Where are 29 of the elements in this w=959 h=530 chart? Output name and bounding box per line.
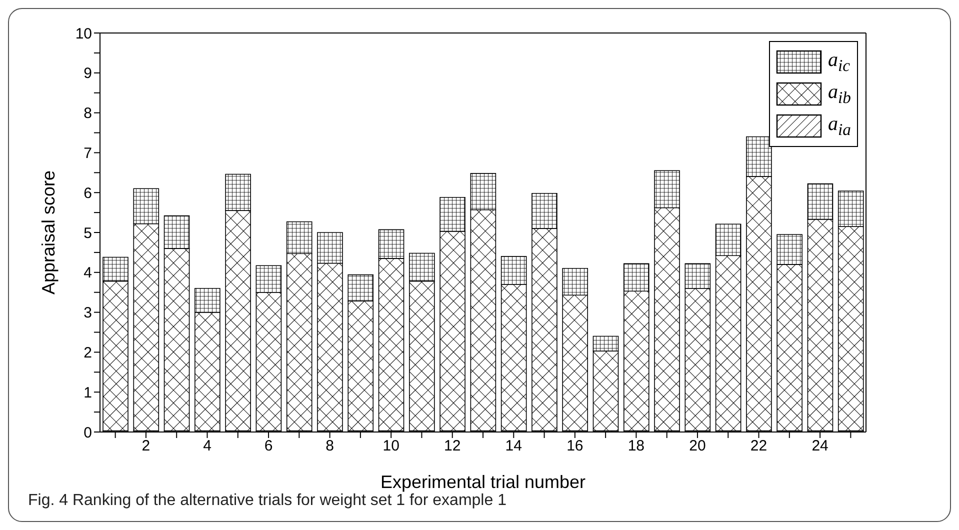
- x-tick-label: 4: [203, 438, 212, 455]
- y-tick-label: 0: [84, 424, 92, 442]
- x-tick-label: 2: [142, 438, 150, 455]
- y-tick-label: 5: [84, 224, 92, 242]
- x-tick-label: 24: [812, 438, 828, 455]
- y-axis-title: Appraisal score: [38, 170, 58, 295]
- y-tick-label: 8: [84, 105, 92, 122]
- x-tick-label: 8: [326, 438, 334, 455]
- x-tick-label: 20: [689, 438, 706, 455]
- legend-label: a$_{ia}$: [828, 112, 851, 140]
- x-tick-label: 10: [382, 438, 400, 455]
- y-tick-label: 9: [84, 65, 92, 82]
- x-tick-label: 18: [628, 438, 645, 455]
- y-tick-label: 7: [84, 145, 92, 162]
- x-axis-title: Experimental trial number: [380, 472, 586, 492]
- y-tick-label: 4: [84, 264, 92, 282]
- x-tick-label: 22: [750, 438, 768, 455]
- x-tick-label: 6: [264, 438, 273, 455]
- y-tick-label: 1: [84, 384, 92, 402]
- legend-label: a$_{ic}$: [828, 48, 850, 76]
- y-tick-label: 6: [84, 184, 92, 202]
- caption: Fig. 4 Ranking of the alternative trials for weight set 1 for example 1: [28, 492, 506, 510]
- y-tick-label: 10: [75, 25, 92, 42]
- legend-label: a$_{ib}$: [828, 80, 851, 108]
- x-tick-label: 14: [505, 438, 522, 455]
- x-tick-label: 16: [566, 438, 584, 455]
- y-tick-label: 3: [84, 304, 92, 322]
- x-tick-label: 12: [444, 438, 461, 455]
- y-tick-label: 2: [84, 344, 92, 362]
